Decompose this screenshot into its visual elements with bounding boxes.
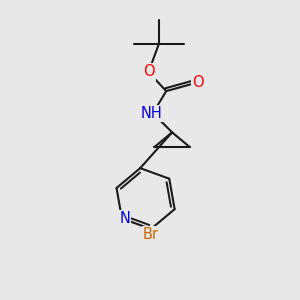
- Text: Br: Br: [143, 227, 159, 242]
- Text: NH: NH: [141, 106, 162, 121]
- Text: N: N: [119, 211, 130, 226]
- Text: O: O: [192, 75, 204, 90]
- Text: O: O: [143, 64, 154, 80]
